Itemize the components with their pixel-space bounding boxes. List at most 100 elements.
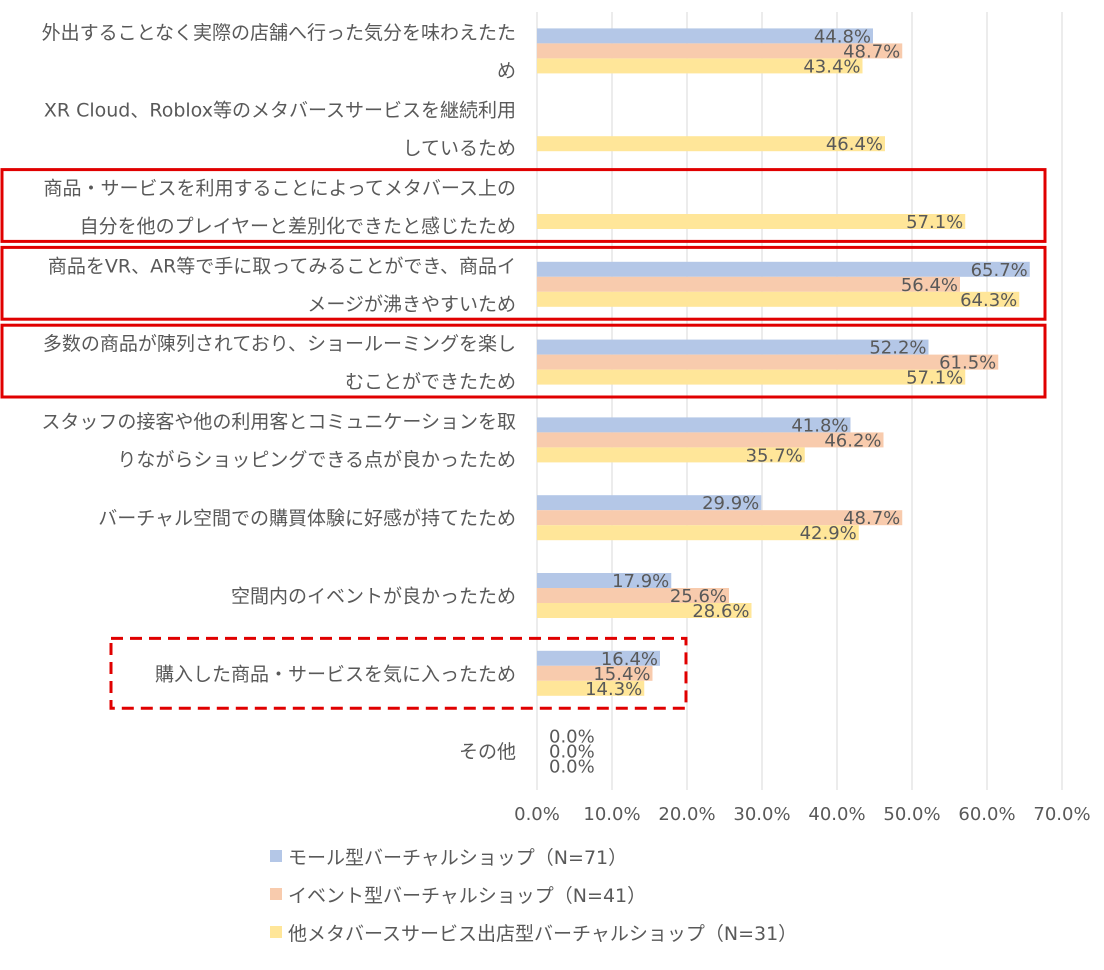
category-label-line: め: [497, 60, 516, 82]
bar: [537, 28, 873, 44]
data-label: 16.4%: [601, 649, 658, 670]
category-label-line: 購入した商品・サービスを気に入ったため: [155, 663, 516, 685]
legend-item-0: モール型バーチャルショップ（N=71）: [270, 843, 990, 869]
bar: [537, 495, 762, 511]
category-label-line: 多数の商品が陳列されており、ショールーミングを楽し: [43, 333, 516, 355]
bar: [537, 354, 999, 370]
bar: [537, 665, 653, 681]
bar: [537, 447, 805, 463]
data-label: 42.9%: [800, 523, 857, 544]
data-label: 52.2%: [869, 338, 926, 359]
legend-swatch-0: [270, 850, 282, 862]
data-label: 64.3%: [960, 290, 1017, 311]
highlight-boxes: [0, 168, 1047, 710]
legend-label-2: 他メタバースサービス出店型バーチャルショップ（N=31）: [288, 922, 798, 945]
bar: [537, 432, 884, 448]
category-label-line: しているため: [403, 138, 516, 160]
bar: [537, 588, 729, 603]
category-label-line: 空間内のイベントが良かったため: [231, 586, 516, 608]
bar: [537, 214, 966, 229]
category-label: スタッフの接客や他の利用客とコミュニケーションを取りながらショッピングできる点が…: [41, 411, 516, 471]
data-label: 0.0%: [549, 742, 595, 763]
legend-item-2: 他メタバースサービス出店型バーチャルショップ（N=31）: [270, 919, 990, 945]
data-label: 28.6%: [692, 601, 749, 622]
bar: [537, 680, 645, 696]
category-label-line: むことができたため: [345, 371, 516, 393]
x-tick-label: 10.0%: [583, 804, 640, 825]
x-tick-label: 60.0%: [958, 804, 1015, 825]
data-label: 65.7%: [971, 260, 1028, 281]
data-label: 46.4%: [826, 134, 883, 155]
legend-swatch-2: [270, 926, 282, 938]
legend: モール型バーチャルショップ（N=71） イベント型バーチャルショップ（N=41）…: [270, 843, 990, 957]
category-label-line: りながらショッピングできる点が良かったため: [117, 449, 516, 471]
data-label: 25.6%: [670, 586, 727, 607]
legend-item-1: イベント型バーチャルショップ（N=41）: [270, 881, 990, 907]
bar: [537, 510, 903, 526]
data-label: 0.0%: [549, 727, 595, 748]
bar: [537, 58, 863, 74]
bar: [537, 369, 966, 385]
data-label: 17.9%: [612, 571, 669, 592]
x-tick-label: 30.0%: [733, 804, 790, 825]
x-tick-label: 0.0%: [514, 804, 560, 825]
data-label: 0.0%: [549, 757, 595, 778]
highlight-box: [0, 168, 1047, 243]
data-label: 61.5%: [939, 353, 996, 374]
data-label: 56.4%: [901, 275, 958, 296]
data-label: 15.4%: [593, 664, 650, 685]
category-label: バーチャル空間での購買体験に好感が持てたため: [98, 508, 516, 530]
category-label-line: バーチャル空間での購買体験に好感が持てたため: [98, 508, 516, 530]
legend-label-1: イベント型バーチャルショップ（N=41）: [288, 884, 647, 907]
category-label: 空間内のイベントが良かったため: [231, 586, 516, 608]
category-label-line: 外出することなく実際の店舗へ行った気分を味わえたた: [42, 22, 516, 44]
highlight-box: [0, 245, 1047, 321]
bar: [537, 136, 885, 152]
bar: [537, 650, 660, 666]
bar: [537, 525, 859, 541]
category-label: XR Cloud、Roblox等のメタバースサービスを継続利用しているため: [44, 100, 516, 160]
data-labels: 44.8%48.7%43.4%46.4%57.1%65.7%56.4%64.3%…: [549, 26, 1028, 777]
category-label-line: 自分を他のプレイヤーと差別化できたと感じたため: [80, 216, 516, 238]
bar: [537, 603, 752, 618]
category-labels: 外出することなく実際の店舗へ行った気分を味わえたため XR Cloud、Roblo…: [41, 22, 516, 763]
data-label: 48.7%: [843, 41, 900, 62]
bar: [537, 276, 960, 292]
category-label-line: 商品・サービスを利用することによってメタバース上の: [43, 178, 516, 200]
category-label-line: その他: [459, 741, 516, 763]
data-label: 46.2%: [824, 430, 881, 451]
x-axis-ticks: 0.0% 10.0% 20.0% 30.0% 40.0% 50.0% 60.0% 70.0%: [514, 804, 1090, 825]
x-tick-label: 50.0%: [883, 804, 940, 825]
data-label: 48.7%: [843, 508, 900, 529]
bar: [537, 291, 1020, 307]
category-label: その他: [459, 741, 516, 763]
data-label: 43.4%: [803, 56, 860, 77]
bars: [537, 28, 1030, 696]
bar: [537, 339, 929, 355]
category-label: 商品・サービスを利用することによってメタバース上の自分を他のプレイヤーと差別化で…: [43, 178, 516, 238]
category-label: 購入した商品・サービスを気に入ったため: [155, 663, 516, 685]
highlight-box: [0, 323, 1047, 399]
bar: [537, 43, 903, 59]
category-label-line: メージが沸きやすいため: [307, 293, 516, 315]
data-label: 35.7%: [746, 445, 803, 466]
data-label: 57.1%: [906, 368, 963, 389]
data-label: 41.8%: [791, 415, 848, 436]
x-tick-label: 70.0%: [1033, 804, 1090, 825]
category-label: 多数の商品が陳列されており、ショールーミングを楽しむことができたため: [43, 333, 516, 393]
category-label: 商品をVR、AR等で手に取ってみることができ、商品イメージが沸きやすいため: [48, 255, 516, 315]
data-label: 14.3%: [585, 679, 642, 700]
bar: [537, 261, 1030, 277]
data-label: 44.8%: [814, 26, 871, 47]
x-tick-label: 40.0%: [808, 804, 865, 825]
data-label: 57.1%: [906, 212, 963, 233]
bar: [537, 573, 672, 588]
category-label-line: スタッフの接客や他の利用客とコミュニケーションを取: [41, 411, 516, 433]
category-label: 外出することなく実際の店舗へ行った気分を味わえたため: [42, 22, 516, 82]
category-label-line: 商品をVR、AR等で手に取ってみることができ、商品イ: [48, 255, 516, 277]
bar: [537, 417, 851, 433]
legend-label-0: モール型バーチャルショップ（N=71）: [288, 846, 628, 869]
data-label: 29.9%: [702, 493, 759, 514]
